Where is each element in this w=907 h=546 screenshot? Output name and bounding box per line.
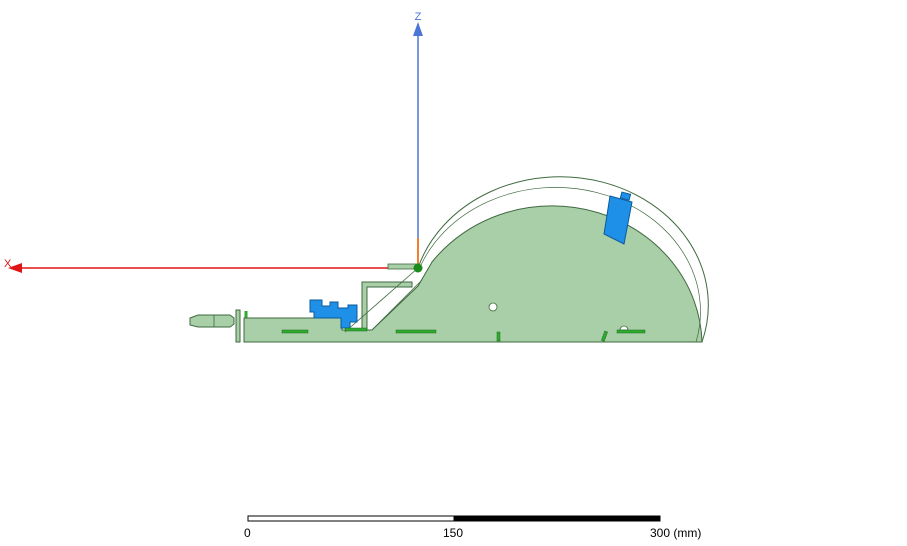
z-axis-arrowhead	[413, 22, 423, 36]
scale-tick-end: 300 (mm)	[650, 526, 702, 540]
main-body[interactable]	[243, 205, 703, 343]
cylinder-cap[interactable]	[619, 191, 632, 201]
slot-6	[344, 327, 368, 332]
blue-bracket[interactable]	[309, 299, 358, 329]
slot-3	[496, 331, 501, 342]
scale-bar-white-segment	[247, 515, 455, 522]
coordinate-axes: Z X	[4, 11, 423, 273]
ramp-edge-2	[371, 279, 423, 331]
scale-bar-black-segment	[453, 515, 661, 522]
model-geometry[interactable]	[189, 176, 709, 343]
blue-cylinder[interactable]	[603, 195, 633, 245]
slot-1	[281, 329, 309, 334]
origin-plate	[387, 263, 419, 270]
hole-center	[488, 302, 498, 312]
z-axis-label: Z	[415, 11, 422, 23]
scale-tick-0: 0	[244, 526, 251, 540]
dome-inner-edge	[417, 187, 701, 343]
dome-rim	[417, 176, 709, 343]
scale-tick-mid: 150	[443, 526, 464, 540]
slot-2	[395, 329, 437, 334]
slot-4	[601, 330, 608, 342]
x-axis-label: X	[4, 258, 12, 270]
scale-bar	[247, 515, 661, 522]
slot-5	[616, 329, 646, 334]
origin-marker	[413, 263, 423, 273]
x-axis-arrowhead	[8, 263, 22, 273]
shaft-flange[interactable]	[235, 309, 241, 343]
shaft-part[interactable]	[189, 314, 235, 328]
